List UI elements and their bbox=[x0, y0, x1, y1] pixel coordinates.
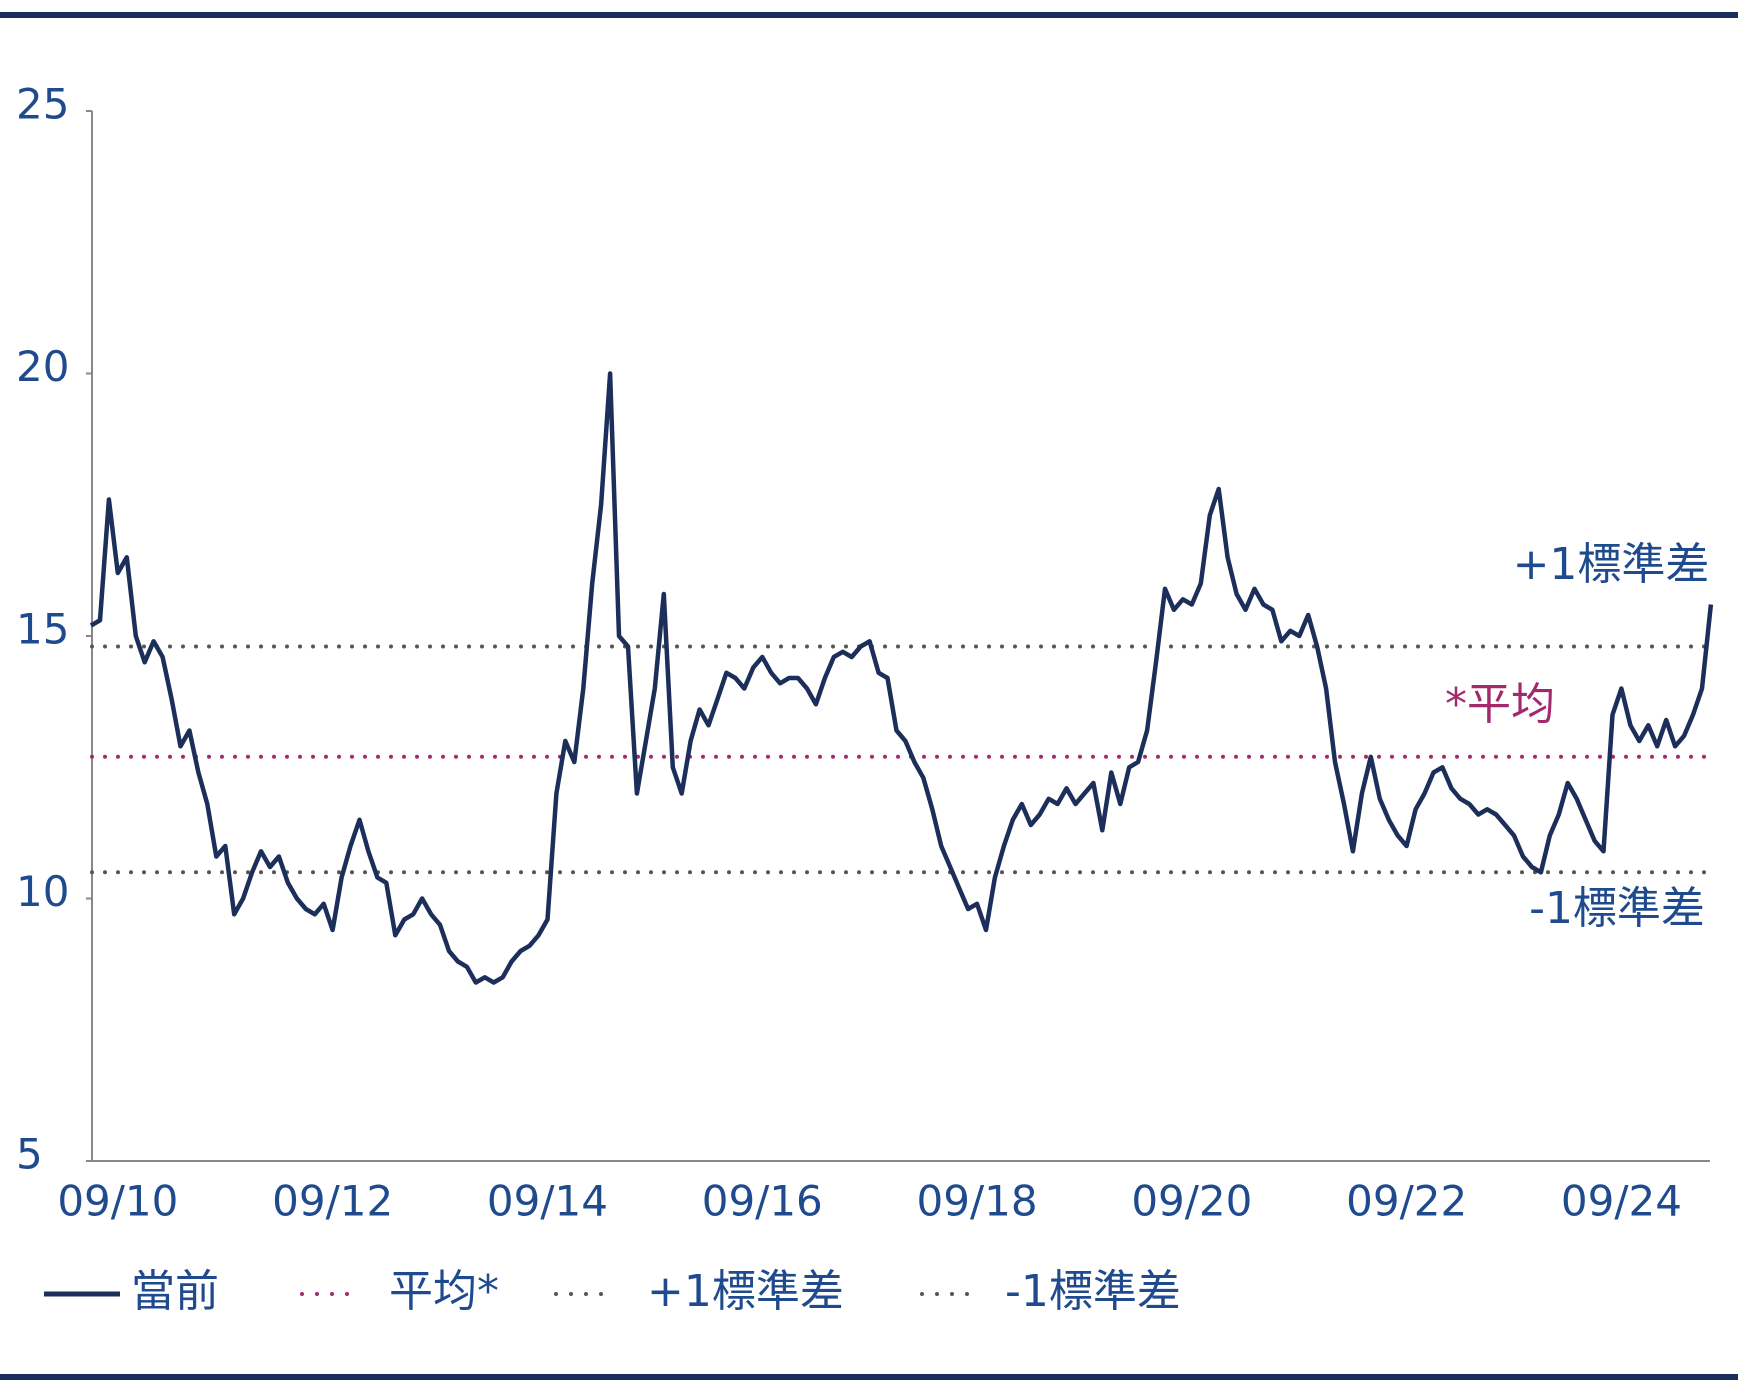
x-tick-label: 09/22 bbox=[1346, 1177, 1467, 1226]
top-rule bbox=[0, 12, 1738, 18]
x-tick-label: 09/18 bbox=[917, 1177, 1038, 1226]
y-tick-label: 15 bbox=[16, 605, 69, 654]
reference-label: +1標準差 bbox=[1513, 539, 1710, 590]
legend-label: -1標準差 bbox=[1005, 1266, 1181, 1317]
legend-label: 當前 bbox=[131, 1266, 219, 1317]
series-line bbox=[89, 371, 1714, 985]
y-tick-label: 25 bbox=[16, 80, 69, 129]
y-tick-label: 20 bbox=[16, 342, 69, 391]
y-tick-label: 5 bbox=[16, 1130, 43, 1179]
reference-label: *平均 bbox=[1445, 679, 1555, 730]
x-tick-label: 09/16 bbox=[702, 1177, 823, 1226]
x-tick-label: 09/10 bbox=[57, 1177, 178, 1226]
bottom-rule bbox=[0, 1374, 1738, 1380]
reference-label: -1標準差 bbox=[1529, 883, 1705, 934]
legend-label: 平均* bbox=[389, 1266, 499, 1317]
x-tick-label: 09/12 bbox=[272, 1177, 393, 1226]
x-tick-label: 09/24 bbox=[1561, 1177, 1682, 1226]
legend-label: +1標準差 bbox=[647, 1266, 844, 1317]
x-tick-label: 09/20 bbox=[1131, 1177, 1252, 1226]
x-tick-label: 09/14 bbox=[487, 1177, 608, 1226]
y-tick-label: 10 bbox=[16, 867, 69, 916]
